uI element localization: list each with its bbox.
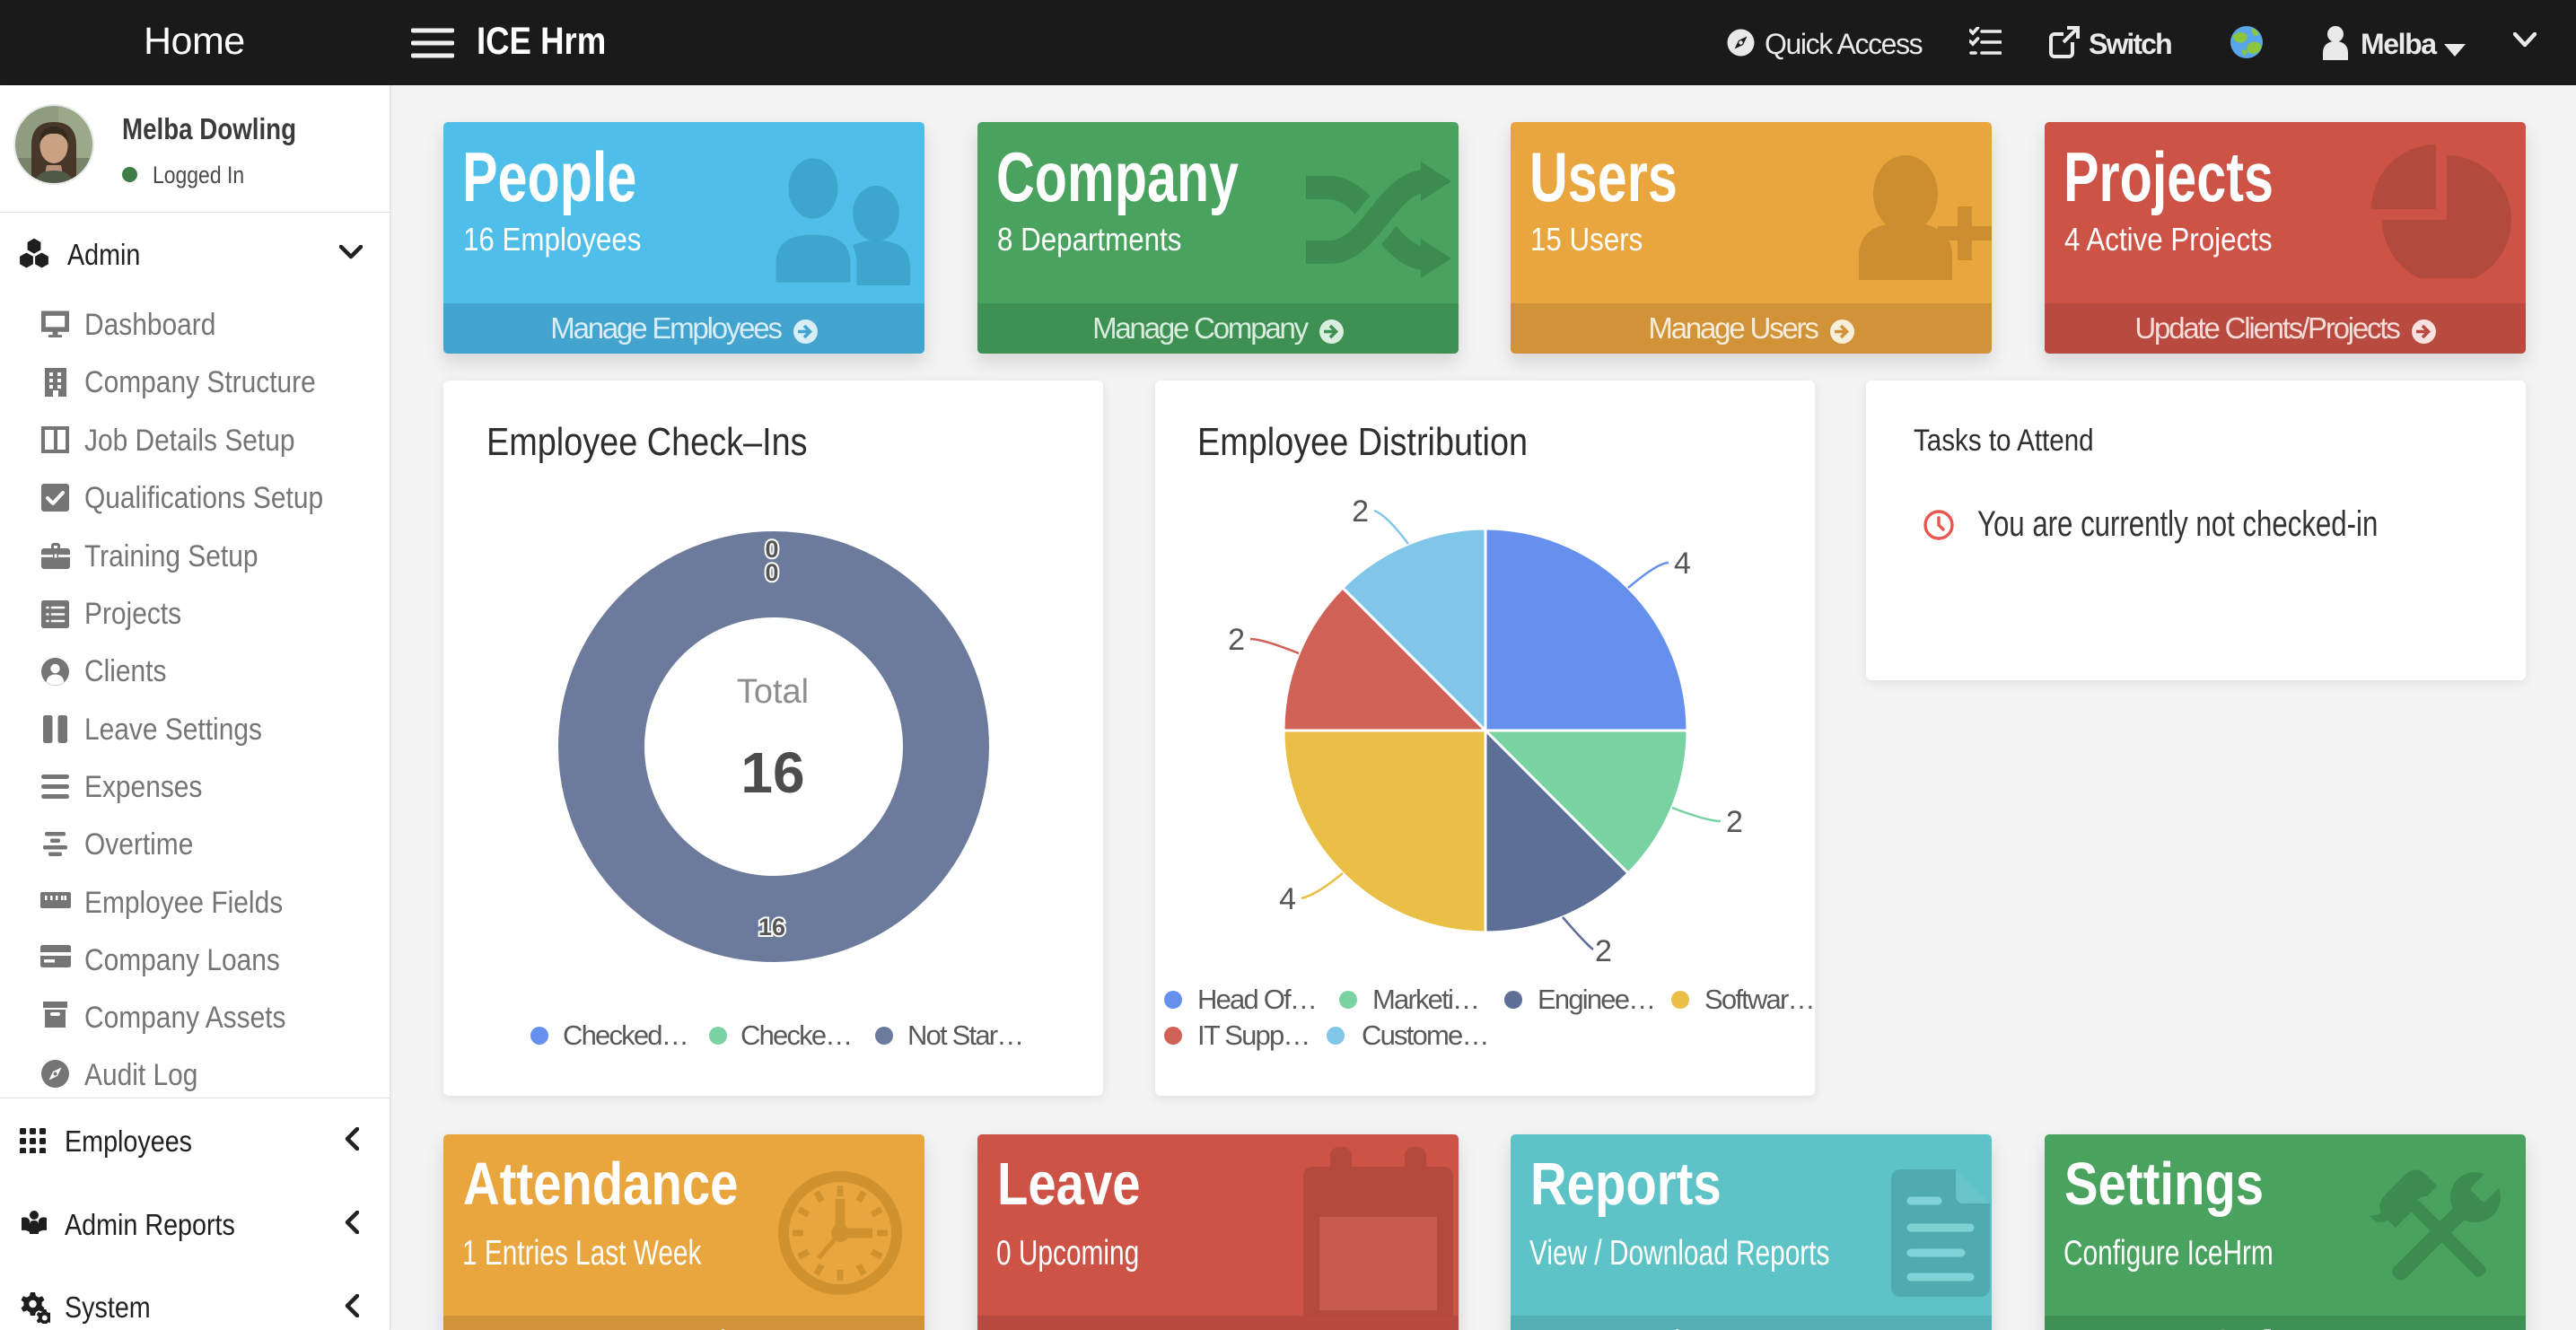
svg-text:Checke…: Checke… — [740, 1019, 852, 1051]
svg-text:2: 2 — [1726, 805, 1743, 839]
svg-text:16: 16 — [758, 914, 785, 941]
svg-text:Marketi…: Marketi… — [1372, 984, 1478, 1015]
svg-text:2: 2 — [1228, 623, 1245, 657]
svg-text:16: 16 — [740, 740, 804, 805]
svg-text:2: 2 — [1595, 934, 1612, 968]
svg-text:Softwar…: Softwar… — [1704, 984, 1814, 1015]
svg-text:2: 2 — [1352, 494, 1369, 529]
svg-text:0: 0 — [765, 536, 778, 563]
svg-text:0: 0 — [765, 559, 778, 586]
svg-text:Checked…: Checked… — [563, 1019, 688, 1051]
svg-text:Head Of…: Head Of… — [1197, 984, 1316, 1015]
svg-text:IT Supp…: IT Supp… — [1197, 1019, 1310, 1051]
svg-text:4: 4 — [1674, 547, 1691, 581]
svg-text:4: 4 — [1279, 882, 1296, 916]
svg-text:Enginee…: Enginee… — [1538, 984, 1654, 1015]
svg-text:Not Star…: Not Star… — [907, 1019, 1023, 1051]
svg-text:Total: Total — [737, 673, 809, 711]
svg-text:Custome…: Custome… — [1362, 1019, 1488, 1051]
